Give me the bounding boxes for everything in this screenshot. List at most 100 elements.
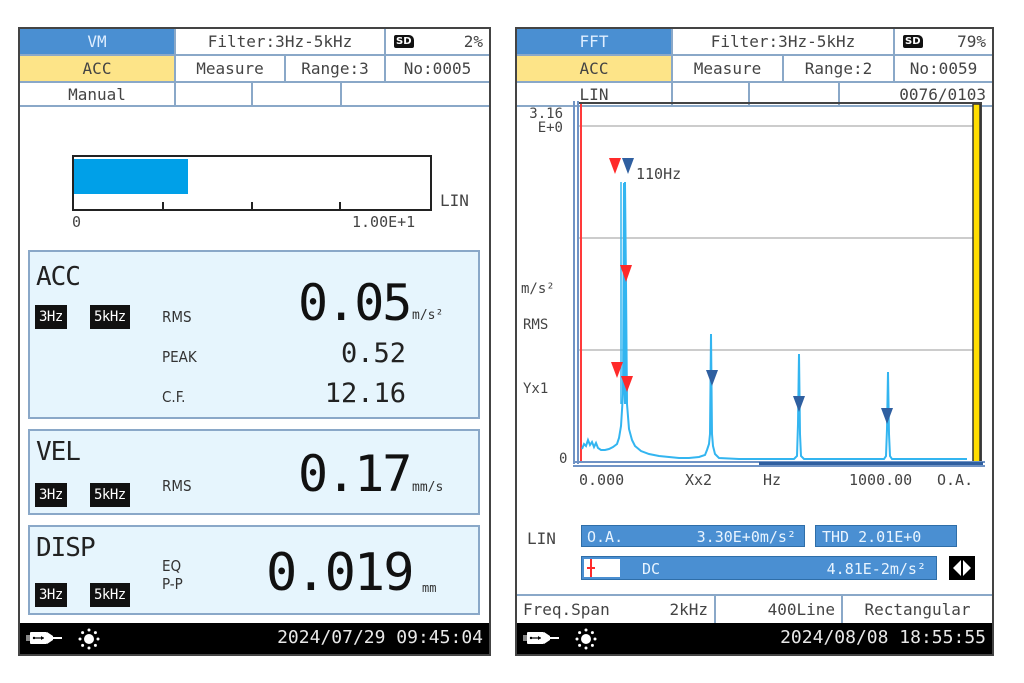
vel-measurement-box: VEL 3Hz 5kHz RMS 0.17 mm/s xyxy=(28,429,480,515)
header-row-2: ACC Measure Range:2 No:0059 xyxy=(517,56,992,83)
range-setting[interactable]: Range:2 xyxy=(784,56,895,81)
filter-setting[interactable]: Filter:3Hz-5kHz xyxy=(673,29,895,54)
acc-label: ACC xyxy=(36,262,81,292)
line-count-setting[interactable]: 400Line xyxy=(716,596,843,623)
disp-unit: mm xyxy=(422,581,437,595)
overall-value-bar: O.A. 3.30E+0m/s² xyxy=(581,525,805,547)
quantity-indicator[interactable]: ACC xyxy=(517,56,673,81)
oa-value: 3.30E+0m/s² xyxy=(696,528,796,546)
record-count: 0076/0103 xyxy=(899,84,986,104)
vel-rms-value: 0.17 xyxy=(298,445,412,503)
bar-tick xyxy=(251,202,253,209)
mode-indicator[interactable]: VM xyxy=(20,29,176,54)
bar-tick xyxy=(162,202,164,209)
disp-eq-label: EQ xyxy=(162,557,182,575)
acc-measurement-box: ACC 3Hz 5kHz RMS 0.05 m/s² PEAK 0.52 C.F… xyxy=(28,250,480,419)
mode-indicator[interactable]: FFT xyxy=(517,29,673,54)
header-row-2: ACC Measure Range:3 No:0005 xyxy=(20,56,489,83)
y-min-label: 0 xyxy=(559,451,568,467)
window-function-setting[interactable]: Rectangular xyxy=(864,600,971,619)
backlight-sun-icon[interactable] xyxy=(575,628,597,650)
acc-peak-value: 0.52 xyxy=(340,338,406,369)
quantity-indicator[interactable]: ACC xyxy=(20,56,176,81)
dc-label: DC xyxy=(642,560,661,578)
acc-crest-factor-value: 12.16 xyxy=(324,378,406,409)
cursor-move-button[interactable] xyxy=(949,556,975,580)
thd-bar: THD 2.01E+0 xyxy=(815,525,957,547)
vel-label: VEL xyxy=(36,437,81,467)
header-row-3: LIN 0076/0103 xyxy=(517,83,992,107)
overall-level-bar xyxy=(972,104,981,464)
y-axis xyxy=(573,101,579,464)
x-min-label: 0.000 xyxy=(579,471,625,489)
fft-analyzer-screen: FFT Filter:3Hz-5kHz SD 79% ACC Measure R… xyxy=(515,27,994,656)
peak-frequency-label: 110Hz xyxy=(636,165,681,183)
marker-blue-icon xyxy=(622,158,634,174)
y-max-label: 3.16 E+0 xyxy=(519,107,563,135)
acc-rms-unit: m/s² xyxy=(412,308,444,323)
y-zoom-label[interactable]: Yx1 xyxy=(523,381,549,397)
filter-setting[interactable]: Filter:3Hz-5kHz xyxy=(176,29,386,54)
vibration-meter-screen: VM Filter:3Hz-5kHz SD 2% ACC Measure Ran… xyxy=(18,27,491,656)
acc-rms-value: 0.05 xyxy=(298,274,412,332)
disp-value: 0.019 xyxy=(266,543,415,603)
disp-measurement-box: DISP 3Hz 5kHz EQ P-P 0.019 mm xyxy=(28,525,480,615)
freq-span-label: Freq.Span xyxy=(523,600,610,619)
level-bar-fill xyxy=(74,159,188,194)
acc-peak-label: PEAK xyxy=(162,348,197,366)
thd-value: 2.01E+0 xyxy=(858,528,922,546)
cursor-value-bar: DC 4.81E-2m/s² xyxy=(581,556,937,580)
bar-min-label: 0 xyxy=(72,213,82,231)
x-scroll-track[interactable] xyxy=(759,462,983,465)
trigger-mode[interactable]: Manual xyxy=(20,83,176,105)
sd-card-status: SD 2% xyxy=(386,29,489,54)
status-footer: 2024/08/08 18:55:55 xyxy=(517,623,992,654)
level-bar-graph xyxy=(72,155,432,211)
backlight-sun-icon[interactable] xyxy=(78,628,100,650)
vel-rms-unit: mm/s xyxy=(412,480,444,495)
vel-lp-filter-chip: 5kHz xyxy=(90,483,130,507)
oa-label: O.A. xyxy=(587,528,624,546)
x-scroll-position xyxy=(579,463,759,465)
status-footer: 2024/07/29 09:45:04 xyxy=(20,623,489,654)
thd-label: THD xyxy=(822,528,850,546)
sd-card-status: SD 79% xyxy=(895,29,992,54)
cursor-position-mini xyxy=(584,559,620,577)
x-zoom-label[interactable]: Xx2 xyxy=(685,471,713,489)
acc-cf-label: C.F. xyxy=(162,388,186,406)
disp-hp-filter-chip: 3Hz xyxy=(35,583,67,607)
record-number: No:0005 xyxy=(403,59,472,78)
marker-red-icon xyxy=(609,158,621,174)
sd-usage: 79% xyxy=(957,32,986,51)
left-right-arrow-icon xyxy=(953,560,971,576)
x-max-label: 1000.00 xyxy=(849,471,913,489)
dc-value: 4.81E-2m/s² xyxy=(826,560,926,578)
sd-card-icon: SD xyxy=(903,35,923,48)
disp-label: DISP xyxy=(36,533,96,563)
x-unit-label: Hz xyxy=(763,471,782,489)
y-unit-label: m/s² xyxy=(521,281,555,297)
acc-lp-filter-chip: 5kHz xyxy=(90,305,130,329)
scale-mode[interactable]: LIN xyxy=(517,83,673,105)
datetime: 2024/07/29 09:45:04 xyxy=(277,627,483,648)
bar-max-label: 1.00E+1 xyxy=(352,213,416,231)
y-type-label: RMS xyxy=(523,317,549,333)
bar-scale-label: LIN xyxy=(440,191,469,210)
usb-connection-icon xyxy=(523,632,559,644)
acc-rms-label: RMS xyxy=(162,308,192,326)
freq-span-setting[interactable]: Freq.Span 2kHz xyxy=(517,596,716,623)
range-setting[interactable]: Range:3 xyxy=(286,56,386,81)
vel-rms-label: RMS xyxy=(162,477,192,495)
x-axis xyxy=(573,461,985,467)
y-max-exponent: E+0 xyxy=(537,120,563,136)
status-indicator: Measure xyxy=(673,56,784,81)
header-row-3: Manual xyxy=(20,83,489,107)
readout-scale-label: LIN xyxy=(527,529,556,548)
sd-card-icon: SD xyxy=(394,35,414,48)
disp-pp-label: P-P xyxy=(162,575,183,593)
vel-hp-filter-chip: 3Hz xyxy=(35,483,67,507)
sd-usage: 2% xyxy=(463,32,483,51)
datetime: 2024/08/08 18:55:55 xyxy=(780,627,986,648)
spectrum-plot: 110Hz xyxy=(579,104,981,464)
empty-cell-2 xyxy=(253,83,342,105)
